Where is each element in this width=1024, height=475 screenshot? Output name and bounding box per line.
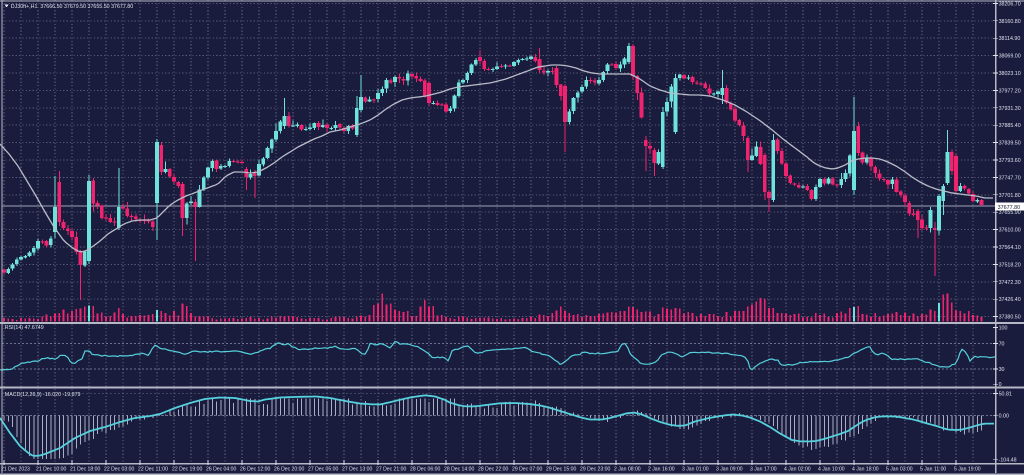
svg-text:22 Dec 19:00: 22 Dec 19:00: [172, 467, 202, 473]
svg-text:2 Jan 16:00: 2 Jan 16:00: [648, 467, 675, 473]
svg-text:-104.48: -104.48: [999, 457, 1017, 463]
svg-text:38114.90: 38114.90: [999, 36, 1021, 42]
svg-text:37518.20: 37518.20: [999, 262, 1021, 268]
svg-text:100: 100: [999, 326, 1008, 332]
svg-text:38069.00: 38069.00: [999, 54, 1021, 60]
svg-text:29 Dec 07:00: 29 Dec 07:00: [512, 467, 542, 473]
svg-text:50.81: 50.81: [999, 392, 1012, 398]
svg-text:37977.20: 37977.20: [999, 88, 1021, 94]
svg-text:37793.60: 37793.60: [999, 158, 1021, 164]
svg-text:26 Dec 12:00: 26 Dec 12:00: [240, 467, 270, 473]
svg-text:37839.50: 37839.50: [999, 141, 1021, 147]
svg-text:28 Dec 06:00: 28 Dec 06:00: [410, 467, 440, 473]
svg-text:29 Dec 23:00: 29 Dec 23:00: [580, 467, 610, 473]
svg-text:3 Jan 01:00: 3 Jan 01:00: [682, 467, 709, 473]
svg-text:21 Dec 2023: 21 Dec 2023: [1, 467, 30, 473]
svg-text:0.00: 0.00: [999, 413, 1009, 419]
svg-text:4 Jan 10:00: 4 Jan 10:00: [818, 467, 845, 473]
svg-text:22 Dec 11:00: 22 Dec 11:00: [138, 467, 168, 473]
svg-text:37610.00: 37610.00: [999, 228, 1021, 234]
svg-text:37885.40: 37885.40: [999, 123, 1021, 129]
svg-text:37701.80: 37701.80: [999, 193, 1021, 199]
svg-text:5 Jan 11:00: 5 Jan 11:00: [920, 467, 946, 473]
svg-text:4 Jan 02:00: 4 Jan 02:00: [784, 467, 811, 473]
svg-text:RSI(14) 47.6749: RSI(14) 47.6749: [5, 325, 44, 331]
svg-text:4 Jan 18:00: 4 Jan 18:00: [852, 467, 879, 473]
svg-text:38160.80: 38160.80: [999, 19, 1021, 25]
svg-text:27 Dec 21:00: 27 Dec 21:00: [376, 467, 406, 473]
svg-text:0: 0: [999, 382, 1002, 388]
svg-text:27 Dec 05:00: 27 Dec 05:00: [308, 467, 338, 473]
svg-text:70: 70: [999, 341, 1005, 347]
svg-text:37564.10: 37564.10: [999, 245, 1021, 251]
svg-text:28 Dec 14:00: 28 Dec 14:00: [444, 467, 474, 473]
svg-text:5 Jan 19:00: 5 Jan 19:00: [954, 467, 981, 473]
svg-text:3 Jan 17:00: 3 Jan 17:00: [750, 467, 777, 473]
svg-text:28 Dec 22:00: 28 Dec 22:00: [478, 467, 508, 473]
svg-text:37426.40: 37426.40: [999, 297, 1021, 303]
svg-text:38023.10: 38023.10: [999, 71, 1021, 77]
svg-text:29 Dec 15:00: 29 Dec 15:00: [546, 467, 576, 473]
svg-text:30: 30: [999, 367, 1005, 373]
svg-text:26 Dec 04:00: 26 Dec 04:00: [206, 467, 236, 473]
svg-text:3 Jan 09:00: 3 Jan 09:00: [716, 467, 743, 473]
svg-text:5 Jan 03:00: 5 Jan 03:00: [886, 467, 913, 473]
svg-text:22 Dec 03:00: 22 Dec 03:00: [104, 467, 134, 473]
svg-text:26 Dec 20:00: 26 Dec 20:00: [274, 467, 304, 473]
svg-text:37472.30: 37472.30: [999, 280, 1021, 286]
svg-text:21 Dec 10:00: 21 Dec 10:00: [36, 467, 66, 473]
svg-text:2 Jan 08:00: 2 Jan 08:00: [614, 467, 641, 473]
svg-text:38206.70: 38206.70: [999, 1, 1021, 7]
svg-text:37747.70: 37747.70: [999, 175, 1021, 181]
svg-text:MACD(12,26,9) -16.020 -19.879: MACD(12,26,9) -16.020 -19.879: [5, 392, 81, 398]
svg-text:21 Dec 18:00: 21 Dec 18:00: [70, 467, 100, 473]
svg-text:37677.80: 37677.80: [998, 205, 1020, 211]
svg-text:37380.50: 37380.50: [999, 315, 1021, 321]
svg-text:37655.90: 37655.90: [999, 210, 1021, 216]
svg-text:27 Dec 13:00: 27 Dec 13:00: [342, 467, 372, 473]
svg-text:37931.30: 37931.30: [999, 106, 1021, 112]
svg-text:DJ30ft+,H1 37666.50 37679.50: DJ30ft+,H1 37666.50 37679.50 37655.50 37…: [11, 4, 133, 10]
